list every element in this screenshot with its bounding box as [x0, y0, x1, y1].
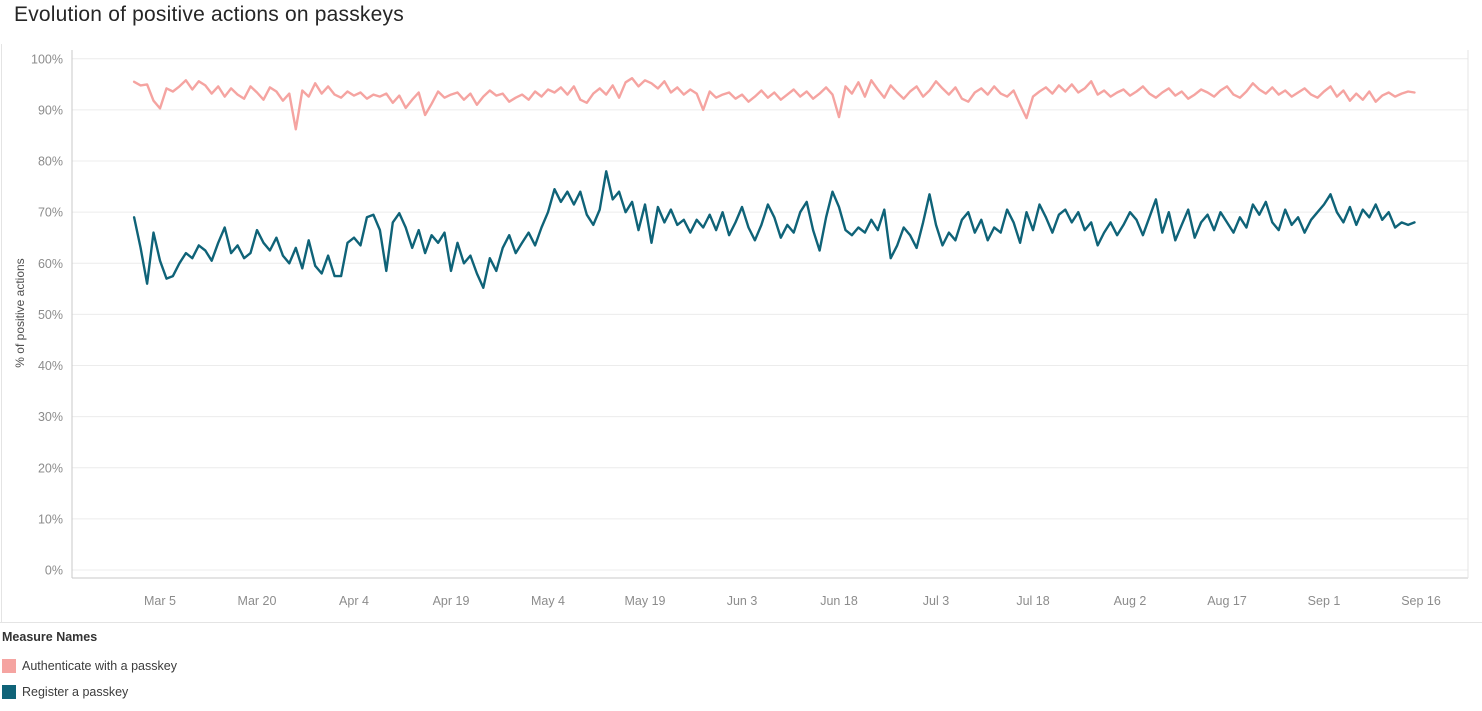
- legend-swatch-register: [2, 685, 16, 699]
- y-tick-label: 0%: [45, 564, 63, 578]
- y-tick-label: 40%: [38, 359, 63, 373]
- legend-label: Authenticate with a passkey: [22, 659, 177, 673]
- line-chart[interactable]: 0% 10% 20% 30% 40% 50% 60% 70% 80% 90% 100% Mar 5 Ma…: [0, 0, 1482, 625]
- y-tick-label: 80%: [38, 155, 63, 169]
- legend-item-authenticate[interactable]: Authenticate with a passkey: [2, 653, 177, 679]
- x-tick-label: Sep 16: [1401, 594, 1441, 608]
- x-tick-label: Mar 5: [144, 594, 176, 608]
- x-tick-label: Apr 19: [433, 594, 470, 608]
- x-tick-label: Jun 3: [727, 594, 758, 608]
- y-tick-label: 70%: [38, 206, 63, 220]
- x-tick-label: Aug 2: [1114, 594, 1147, 608]
- series-line-authenticate[interactable]: [132, 76, 1416, 131]
- legend-label: Register a passkey: [22, 685, 129, 699]
- x-tick-label: May 19: [624, 594, 665, 608]
- x-tick-label: May 4: [531, 594, 565, 608]
- x-tick-label: Mar 20: [238, 594, 277, 608]
- x-tick-label: Aug 17: [1207, 594, 1247, 608]
- legend-title: Measure Names: [2, 630, 98, 644]
- legend: Measure Names Authenticate with a passke…: [2, 630, 177, 705]
- x-tick-label: Jun 18: [820, 594, 858, 608]
- y-tick-label: 60%: [38, 257, 63, 271]
- x-tick-label: Apr 4: [339, 594, 369, 608]
- legend-item-register[interactable]: Register a passkey: [2, 679, 177, 705]
- chart-title: Evolution of positive actions on passkey…: [14, 3, 404, 26]
- y-tick-label: 20%: [38, 461, 63, 475]
- y-tick-label: 50%: [38, 308, 63, 322]
- x-tick-label: Sep 1: [1308, 594, 1341, 608]
- series-line-register[interactable]: [132, 170, 1416, 289]
- x-tick-label: Jul 3: [923, 594, 949, 608]
- y-tick-label: 90%: [38, 103, 63, 117]
- y-tick-label: 100%: [31, 52, 63, 66]
- y-tick-label: 10%: [38, 512, 63, 526]
- x-tick-label: Jul 18: [1016, 594, 1049, 608]
- legend-swatch-authenticate: [2, 659, 16, 673]
- y-tick-label: 30%: [38, 410, 63, 424]
